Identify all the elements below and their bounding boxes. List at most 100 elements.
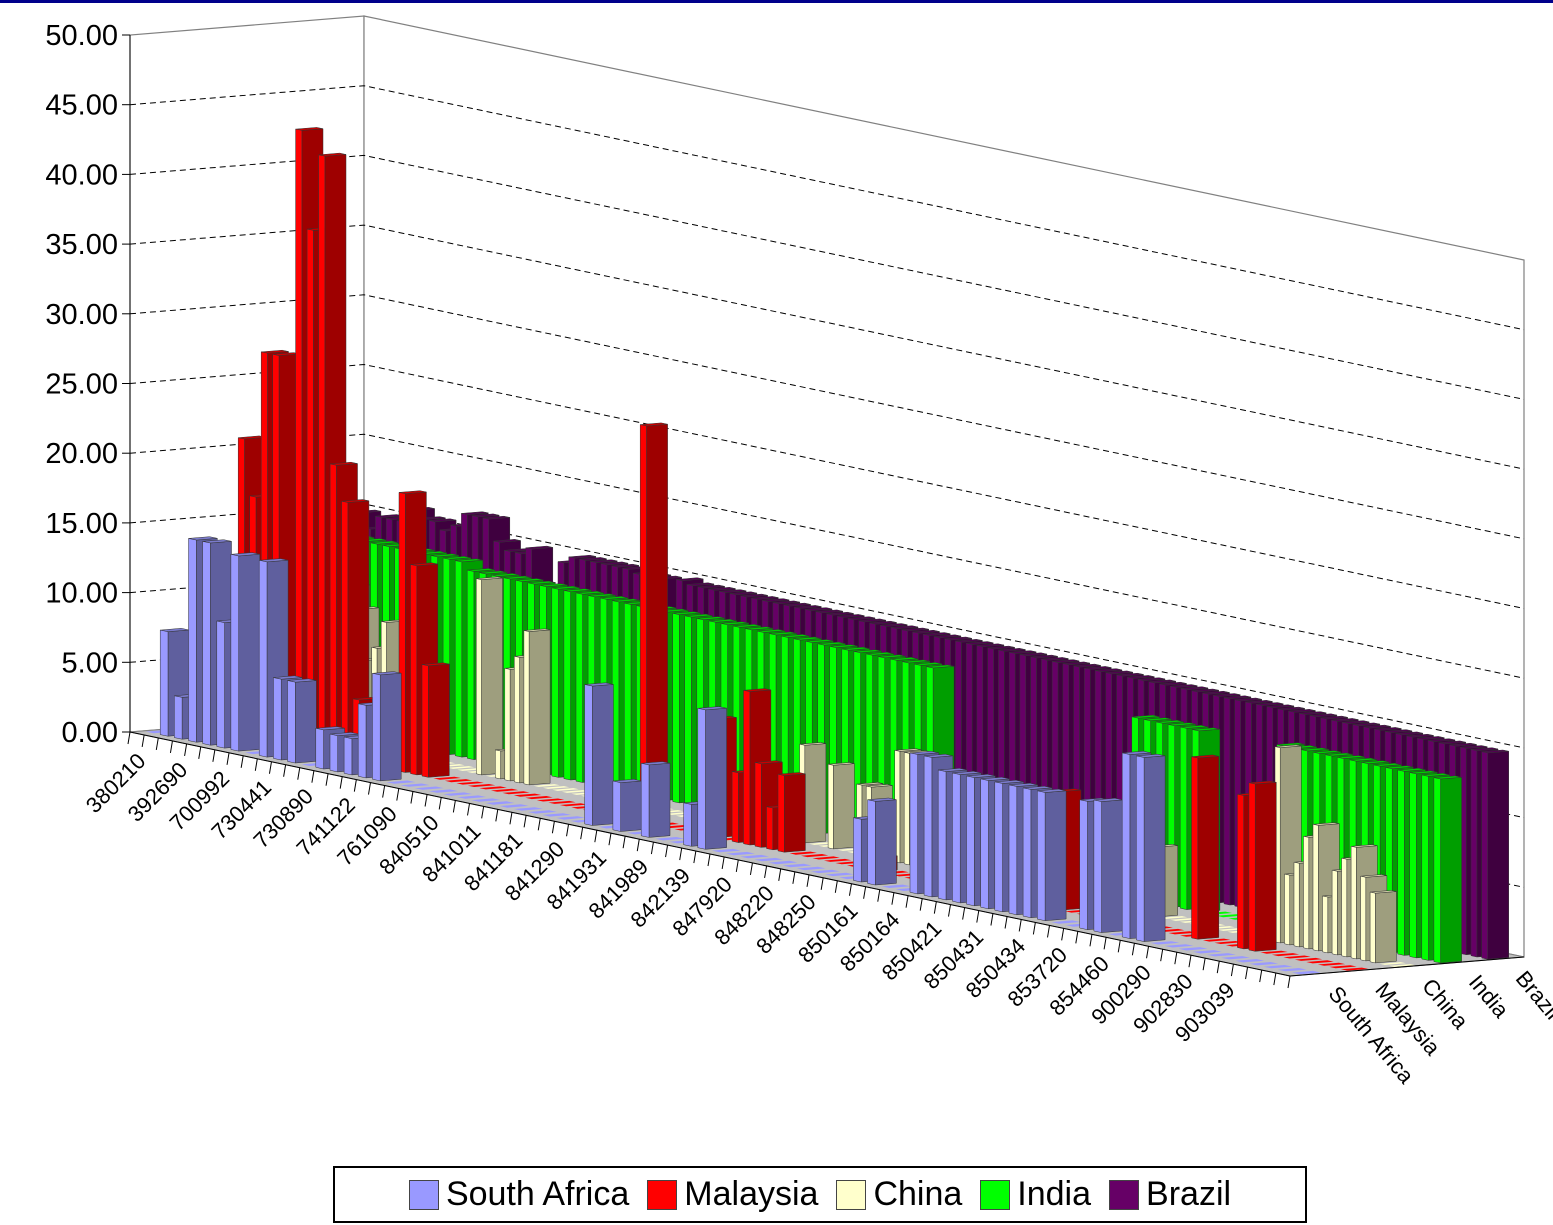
bar [1433, 775, 1462, 964]
bar-front [952, 772, 961, 904]
x-tick-mark [566, 824, 570, 837]
bar-front [1303, 835, 1310, 950]
bar [230, 552, 261, 752]
x-tick-mark [947, 904, 951, 917]
bar-front [1470, 749, 1478, 958]
bar [1277, 968, 1307, 972]
bar-front [1237, 793, 1244, 950]
x-tick-mark [537, 818, 541, 831]
bar [414, 786, 444, 790]
x-tick-mark [495, 809, 499, 822]
bar-side [1197, 756, 1220, 940]
bar-front [903, 751, 910, 866]
x-tick-mark [268, 761, 272, 774]
bar-side [648, 762, 671, 838]
bar-front [1312, 823, 1319, 952]
bar [467, 784, 496, 787]
x-tick-mark [1273, 972, 1277, 986]
bar-front [1037, 790, 1046, 922]
x-tick-mark [877, 889, 881, 902]
x-tick-mark [481, 806, 485, 819]
bar-side [620, 780, 642, 832]
depth-tick-label: Brazil [1511, 966, 1553, 1024]
y-tick-label: 35.00 [45, 229, 118, 261]
bar [552, 788, 579, 791]
x-tick-mark [467, 803, 471, 816]
gridline [129, 363, 1525, 609]
bar [754, 857, 784, 862]
bar-front [1136, 755, 1145, 942]
x-tick-mark [919, 898, 923, 911]
bar [1340, 967, 1369, 971]
bar [1164, 944, 1194, 948]
bar [499, 804, 529, 808]
bar-front [966, 775, 975, 907]
bar-front [1093, 799, 1102, 933]
x-tick-mark [1047, 925, 1051, 938]
bar [881, 884, 911, 888]
bar-front [1248, 782, 1256, 952]
bar-front [697, 707, 706, 850]
bar [584, 682, 614, 826]
bar-front [372, 672, 381, 782]
y-tick-label: 40.00 [45, 159, 118, 191]
bar-front [357, 703, 367, 779]
x-tick-mark [339, 776, 343, 789]
x-tick-mark [665, 844, 669, 858]
bar [1379, 962, 1406, 965]
bar-front [1293, 861, 1300, 948]
bar [789, 851, 817, 855]
x-tick-mark [608, 833, 612, 846]
x-tick-mark [509, 812, 513, 825]
bar-front [1322, 895, 1329, 954]
bar-front [612, 780, 621, 832]
x-tick-mark [1160, 949, 1164, 962]
bar [1294, 957, 1323, 961]
y-axis-ticks: 0.00 5.00 10.00 15.00 20.00 25.00 30.00 35.00 40… [45, 20, 131, 749]
bar-front [1341, 857, 1348, 958]
x-tick-mark [891, 892, 895, 905]
bar-front [754, 762, 762, 848]
bar [429, 789, 458, 793]
bar-front [188, 538, 197, 743]
bar [1283, 955, 1311, 959]
y-tick-label: 25.00 [45, 369, 118, 401]
bar [639, 422, 668, 824]
legend-item-brazil: Brazil [1109, 1175, 1231, 1214]
bar-front [766, 806, 774, 851]
x-tick-mark [438, 797, 442, 810]
bar-front [504, 667, 511, 782]
bar [1160, 916, 1188, 919]
bar [490, 788, 519, 792]
bar-side [833, 763, 855, 850]
bar [456, 781, 484, 785]
x-tick-mark [905, 895, 909, 908]
gridline [129, 85, 1525, 331]
bar [1235, 959, 1265, 963]
bar [471, 798, 501, 802]
y-tick-label: 30.00 [45, 299, 118, 331]
bar-front [1397, 769, 1405, 956]
bar-front [909, 752, 918, 895]
bar-side [875, 799, 897, 886]
legend-item-south-africa: South Africa [408, 1175, 629, 1214]
x-tick-mark [1131, 943, 1135, 956]
y-tick-label: 10.00 [45, 578, 118, 610]
bar-front [563, 590, 571, 781]
bar [1249, 962, 1279, 966]
bar [612, 779, 642, 832]
bar-front [216, 620, 225, 749]
bar [1051, 920, 1081, 924]
legend-label: China [873, 1175, 963, 1213]
bar [1263, 965, 1293, 969]
bar-side [528, 629, 551, 786]
bar [443, 792, 472, 796]
x-tick-mark [325, 773, 329, 786]
x-tick-mark [198, 746, 202, 759]
x-tick-mark [1245, 966, 1249, 980]
bar [1389, 964, 1416, 967]
x-tick-mark [764, 865, 768, 878]
bar [867, 797, 897, 886]
bar-front [343, 736, 353, 776]
bar [823, 858, 852, 862]
